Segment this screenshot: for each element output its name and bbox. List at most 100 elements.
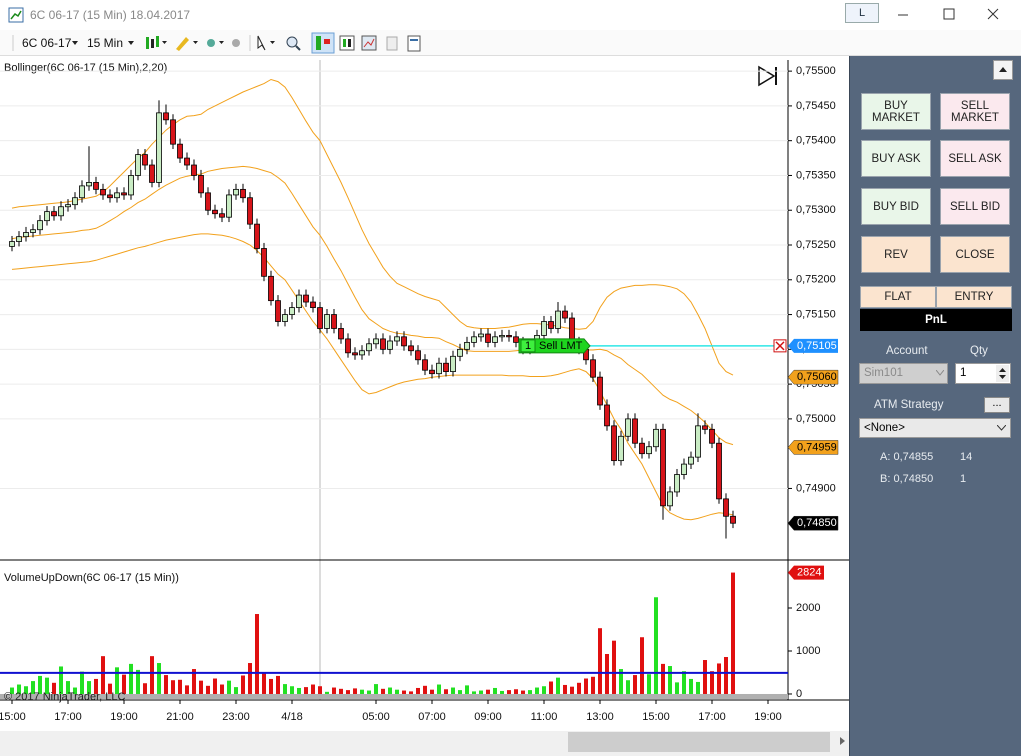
order-price-label: 0,75105: [797, 340, 837, 352]
panel-tab[interactable]: FLAT: [860, 286, 936, 308]
candle-body: [100, 188, 106, 196]
chart-style-icon[interactable]: [146, 36, 167, 49]
order-button[interactable]: SELL ASK: [940, 140, 1010, 177]
candle-body: [464, 341, 470, 350]
candle-body: [268, 275, 274, 302]
pointer-icon[interactable]: [257, 35, 275, 51]
volume-bar: [23, 686, 28, 694]
candle-body: [499, 335, 505, 338]
candle-body: [121, 192, 127, 196]
candle-body: [639, 442, 645, 455]
candle-body: [436, 362, 442, 375]
candle-body: [261, 248, 267, 277]
atm-button[interactable]: ...: [984, 397, 1010, 413]
order-button[interactable]: BUY BID: [861, 188, 931, 225]
candle-body: [156, 112, 162, 183]
y-tick-label: 0,74900: [796, 482, 836, 494]
volume-bar: [93, 678, 98, 694]
order-button[interactable]: BUY MARKET: [861, 93, 931, 130]
panel-scroll-up[interactable]: [993, 60, 1013, 80]
x-tick-label: 09:00: [474, 711, 502, 723]
x-tick-label: 05:00: [362, 711, 390, 723]
volume-bar: [184, 685, 189, 694]
candle-body: [506, 335, 512, 338]
interval-selector[interactable]: 15 Min: [87, 36, 124, 50]
atm-select[interactable]: <None>: [859, 418, 1011, 438]
data-box-icon[interactable]: [339, 35, 355, 51]
candle-body: [653, 428, 659, 448]
x-tick-label: 4/18: [281, 711, 302, 723]
candle-body: [366, 343, 372, 352]
candle-body: [240, 188, 246, 199]
atm-value: <None>: [864, 422, 905, 434]
candle-body: [681, 463, 687, 475]
candle-body: [674, 474, 680, 493]
volume-bar: [521, 690, 525, 694]
chart-trader-icon[interactable]: [316, 36, 330, 50]
y-tick-label: 0,75000: [796, 413, 836, 425]
volume-bar: [324, 691, 329, 694]
indicator-icons[interactable]: [207, 39, 240, 47]
volume-bar: [689, 678, 694, 694]
volume-bar: [633, 675, 638, 694]
order-button[interactable]: CLOSE: [940, 236, 1010, 273]
candle-body: [352, 352, 358, 356]
candle-body: [93, 182, 99, 190]
qty-value: 1: [960, 367, 967, 379]
candle-body: [408, 345, 414, 352]
instrument-selector[interactable]: 6C 06-17: [22, 36, 72, 50]
template-icon[interactable]: [361, 35, 377, 51]
volume-bar: [542, 686, 547, 694]
y-tick-label: 1000: [796, 645, 820, 657]
scroll-right[interactable]: [840, 737, 845, 745]
candle-body: [695, 425, 701, 458]
candle-body: [422, 359, 428, 371]
order-cancel[interactable]: [773, 339, 787, 353]
dropdown-arrow: [936, 370, 944, 376]
candle-body: [254, 223, 260, 249]
order-button[interactable]: REV: [861, 236, 931, 273]
volume-bar: [506, 690, 511, 694]
volume-bar: [731, 572, 736, 694]
x-tick-label: 07:00: [418, 711, 446, 723]
volume-bar: [247, 663, 252, 694]
volume-bar: [619, 669, 624, 694]
order-tag-box: [518, 338, 591, 354]
account-select[interactable]: Sim101: [859, 363, 948, 384]
order-button[interactable]: SELL BID: [940, 188, 1010, 225]
candle-body: [632, 418, 638, 444]
candle-body: [597, 376, 603, 406]
candle-body: [23, 232, 29, 238]
window-title: 6C 06-17 (15 Min): [30, 8, 127, 22]
volume-bar: [563, 684, 568, 694]
volume-bar: [450, 687, 455, 694]
price-marker: [787, 440, 839, 455]
candle-body: [338, 328, 344, 340]
candle-body: [282, 314, 288, 322]
properties-icon[interactable]: [407, 35, 421, 52]
maximize[interactable]: [943, 8, 955, 20]
qty-spinner[interactable]: [996, 365, 1009, 382]
snapshot-icon[interactable]: [386, 36, 398, 51]
order-button[interactable]: BUY ASK: [861, 140, 931, 177]
order-tag[interactable]: 1 Sell LMT: [518, 338, 591, 354]
y-tick-label: 0: [796, 688, 802, 700]
candle-body: [275, 300, 281, 322]
volume-bar: [478, 690, 483, 694]
qty-input[interactable]: 1: [955, 363, 1011, 384]
close[interactable]: [987, 8, 999, 20]
account-label: Account: [886, 345, 928, 357]
x-tick-label: 17:00: [698, 711, 726, 723]
zoom-icon[interactable]: [286, 36, 301, 51]
account-value: Sim101: [864, 367, 903, 379]
link-button[interactable]: L: [845, 3, 879, 23]
scrollbar-thumb[interactable]: [568, 732, 830, 752]
panel-tab[interactable]: ENTRY: [936, 286, 1012, 308]
draw-tool-icon[interactable]: [176, 37, 198, 51]
volume-bar: [724, 657, 729, 694]
order-button[interactable]: SELL MARKET: [940, 93, 1010, 130]
candle-body: [485, 333, 491, 343]
candle-body: [170, 119, 176, 145]
volume-bar: [549, 681, 554, 694]
volume-bar: [128, 663, 133, 694]
